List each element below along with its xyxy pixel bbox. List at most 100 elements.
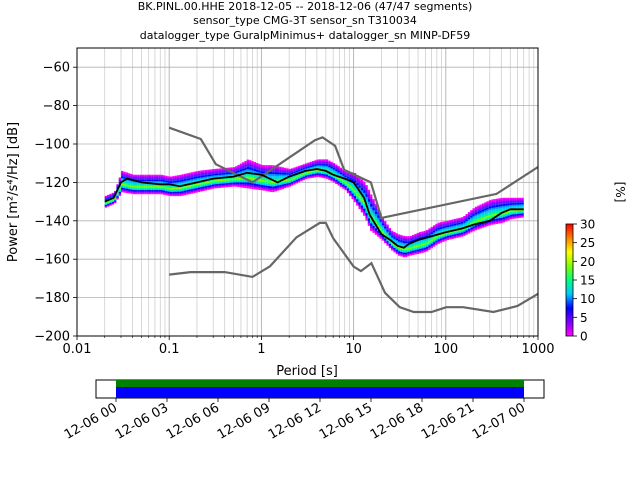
psd-cell: [325, 172, 329, 174]
psd-cell: [339, 180, 343, 183]
psd-cell: [158, 182, 161, 184]
psd-cell: [356, 203, 359, 206]
psd-cell: [500, 209, 503, 212]
psd-cell: [300, 179, 303, 182]
psd-cell: [190, 176, 194, 179]
psd-cell: [502, 218, 506, 221]
psd-cell: [498, 208, 501, 211]
psd-cell: [393, 234, 396, 237]
psd-cell: [221, 173, 224, 175]
psd-cell: [332, 168, 336, 170]
psd-cell: [265, 183, 268, 186]
psd-cell: [235, 178, 238, 181]
psd-cell: [225, 174, 229, 176]
psd-cell: [295, 175, 298, 177]
psd-cell: [265, 173, 268, 176]
psd-cell: [214, 171, 217, 174]
psd-cell: [297, 169, 301, 171]
psd-cell: [260, 178, 264, 181]
psd-cell: [165, 192, 168, 195]
psd-cell: [428, 242, 431, 245]
psd-cell: [125, 184, 129, 187]
psd-cell: [358, 198, 361, 201]
psd-cell: [258, 181, 261, 184]
psd-cell: [409, 252, 412, 255]
psd-cell: [474, 226, 478, 229]
psd-cell: [505, 205, 508, 208]
psd-cell: [297, 171, 301, 173]
psd-cell: [416, 250, 419, 253]
psd-cell: [451, 227, 454, 229]
psd-cell: [190, 180, 194, 183]
psd-cell: [107, 201, 110, 203]
psd-cell: [200, 188, 203, 191]
psd-cell: [214, 173, 217, 176]
psd-cell: [316, 159, 319, 161]
psd-cell: [139, 191, 142, 193]
psd-cell: [516, 204, 520, 207]
colorbar-gradient: [565, 223, 574, 337]
psd-cell: [418, 234, 422, 237]
psd-cell: [148, 176, 152, 178]
psd-cell: [272, 181, 275, 184]
psd-cell: [281, 168, 284, 171]
psd-cell: [509, 200, 513, 203]
psd-cell: [139, 178, 142, 181]
psd-cell: [307, 167, 310, 170]
psd-cell: [512, 206, 515, 208]
psd-cell: [391, 242, 394, 245]
psd-cell: [465, 223, 468, 226]
psd-cell: [474, 212, 478, 215]
psd-cell: [386, 230, 389, 232]
psd-cell: [330, 179, 333, 182]
psd-cell: [349, 173, 352, 176]
psd-cell: [207, 173, 210, 176]
psd-cell: [128, 175, 131, 178]
psd-cell: [381, 235, 385, 238]
psd-cell: [365, 185, 368, 188]
psd-cell: [332, 180, 336, 183]
psd-cell: [474, 206, 478, 209]
psd-cell: [186, 180, 189, 183]
psd-cell: [488, 203, 492, 206]
psd-cell: [232, 179, 236, 182]
psd-cell: [232, 170, 236, 173]
psd-cell: [153, 191, 156, 193]
psd-cell: [509, 217, 513, 220]
psd-cell: [356, 199, 359, 202]
psd-cell: [200, 184, 203, 187]
psd-cell: [509, 210, 513, 213]
psd-cell: [335, 179, 338, 182]
psd-cell: [121, 177, 124, 180]
psd-cell: [351, 190, 354, 193]
psd-cell: [407, 249, 410, 252]
psd-cell: [304, 164, 308, 166]
psd-cell: [286, 169, 289, 172]
psd-cell: [272, 165, 275, 168]
psd-cell: [297, 166, 301, 169]
psd-cell: [265, 180, 268, 183]
psd-cell: [290, 170, 294, 173]
psd-cell: [311, 170, 315, 173]
psd-cell: [379, 219, 382, 222]
psd-cell: [214, 180, 217, 182]
psd-cell: [128, 190, 131, 193]
psd-cell: [488, 213, 492, 216]
psd-cell: [411, 252, 415, 254]
psd-cell: [139, 187, 142, 190]
psd-cell: [116, 184, 119, 186]
psd-cell: [365, 217, 368, 221]
psd-cell: [293, 167, 296, 169]
psd-cell: [384, 221, 387, 223]
psd-cell: [335, 173, 338, 176]
psd-cell: [407, 237, 410, 240]
psd-cell: [402, 248, 406, 251]
psd-cell: [398, 241, 401, 244]
psd-cell: [211, 176, 215, 179]
psd-cell: [318, 160, 322, 163]
psd-cell: [451, 220, 454, 223]
psd-cell: [253, 167, 257, 170]
psd-cell: [209, 170, 212, 173]
psd-cell: [141, 192, 145, 195]
psd-cell: [116, 192, 119, 194]
